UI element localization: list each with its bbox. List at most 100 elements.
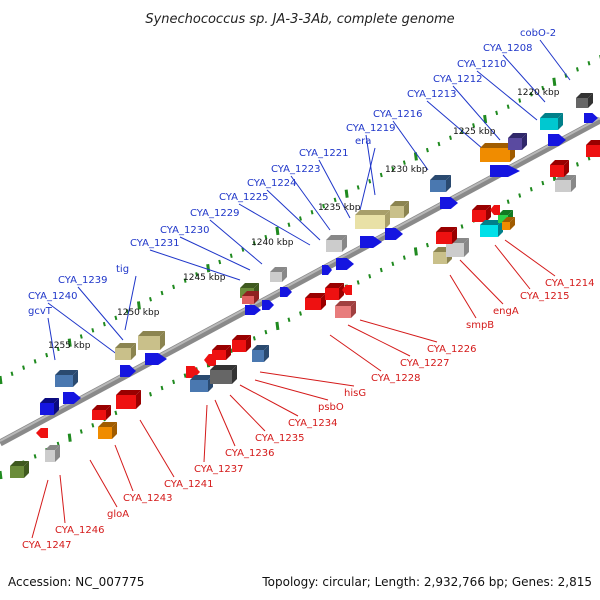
label-connector xyxy=(209,219,263,265)
tick-mark xyxy=(356,185,360,190)
tick-mark xyxy=(33,454,37,459)
gene-box xyxy=(480,143,515,162)
gene-arrow xyxy=(145,353,167,365)
tick-mark xyxy=(413,152,418,161)
label-connector xyxy=(266,189,321,241)
gene-label-bottom: smpB xyxy=(466,320,494,331)
gene-features xyxy=(10,93,600,478)
label-connector xyxy=(77,286,124,341)
label-connector xyxy=(179,236,251,271)
label-connector xyxy=(59,474,66,524)
tick-mark xyxy=(10,371,14,377)
scale-label: 1225 kbp xyxy=(453,127,496,137)
gene-box xyxy=(40,398,59,415)
tick-mark xyxy=(241,247,245,252)
scale-label: 1245 kbp xyxy=(183,273,226,283)
tick-mark xyxy=(391,261,395,267)
tick-mark xyxy=(56,346,60,352)
tick-mark xyxy=(391,166,395,172)
label-connector xyxy=(449,274,477,319)
tick-mark xyxy=(172,379,176,385)
tick-mark xyxy=(310,210,314,215)
scale-label: 1240 kbp xyxy=(251,238,294,248)
gene-arrow xyxy=(490,205,500,215)
tick-mark xyxy=(518,98,522,103)
label-connector xyxy=(259,371,355,387)
gene-box xyxy=(472,205,491,222)
gene-label-top: CYA_1240 xyxy=(28,291,77,302)
gene-arrow xyxy=(440,197,458,209)
scale-label: 1250 kbp xyxy=(117,308,160,318)
gene-label-top: CYA_1219 xyxy=(346,123,395,134)
tick-mark xyxy=(160,385,164,391)
tick-mark xyxy=(195,272,199,277)
gene-box xyxy=(98,422,117,439)
tick-mark xyxy=(0,375,3,385)
gene-box xyxy=(232,335,251,352)
tick-mark xyxy=(91,423,95,428)
label-connector xyxy=(89,459,118,508)
tick-mark xyxy=(206,264,211,273)
label-connector xyxy=(359,147,376,211)
gene-arrow xyxy=(120,365,136,377)
tick-mark xyxy=(506,104,510,109)
tick-mark xyxy=(449,135,452,140)
scale-label: 1230 kbp xyxy=(385,165,428,175)
gene-label-top: CYA_1210 xyxy=(457,59,506,70)
tick-mark xyxy=(529,92,533,97)
gene-arrow xyxy=(322,265,332,275)
tick-mark xyxy=(402,160,406,165)
gene-label-top: CYA_1213 xyxy=(407,89,456,100)
tick-mark xyxy=(149,392,152,397)
tick-mark xyxy=(136,301,141,310)
tick-mark xyxy=(218,259,222,265)
gene-box xyxy=(252,345,269,362)
gene-arrow xyxy=(584,113,598,123)
gene-arrow xyxy=(245,305,261,315)
label-connector xyxy=(392,120,429,171)
label-connector xyxy=(290,175,331,231)
gene-label-top: CYA_1212 xyxy=(433,74,482,85)
gene-label-top: CYA_1225 xyxy=(219,192,268,203)
tick-mark xyxy=(518,193,522,198)
tick-mark xyxy=(102,321,106,327)
gene-label-top: era xyxy=(355,136,371,147)
gene-box xyxy=(355,210,390,229)
gene-label-top: CYA_1208 xyxy=(483,43,532,54)
tick-mark xyxy=(275,226,280,236)
label-connector xyxy=(149,249,241,281)
gene-label-top: cobO-2 xyxy=(520,28,556,39)
tick-mark xyxy=(529,187,533,192)
tick-mark xyxy=(114,410,118,416)
gene-label-bottom: CYA_1227 xyxy=(400,358,449,369)
tick-mark xyxy=(183,373,187,378)
label-connector xyxy=(114,444,134,492)
tick-mark xyxy=(79,429,83,434)
gene-label-bottom: CYA_1226 xyxy=(427,344,476,355)
tick-mark xyxy=(264,234,268,240)
tick-mark xyxy=(125,309,129,314)
tick-mark xyxy=(0,470,3,480)
gene-box xyxy=(55,370,78,387)
label-connector xyxy=(239,384,299,417)
tick-mark xyxy=(472,123,476,128)
gene-label-bottom: CYA_1243 xyxy=(123,493,172,504)
tick-mark xyxy=(552,77,557,87)
tick-rows xyxy=(0,55,600,480)
gene-box xyxy=(210,365,237,384)
tick-mark xyxy=(67,433,72,442)
gene-arrow xyxy=(280,287,292,297)
gene-arrow xyxy=(36,428,48,438)
label-connector xyxy=(203,404,208,463)
gene-label-top: CYA_1231 xyxy=(130,238,179,249)
gene-box xyxy=(390,201,409,218)
tick-mark xyxy=(45,352,49,358)
tick-mark xyxy=(495,110,499,116)
gene-label-top: CYA_1223 xyxy=(271,164,320,175)
tick-mark xyxy=(379,267,383,273)
gene-box xyxy=(480,220,503,237)
tick-mark xyxy=(264,329,268,335)
tick-mark xyxy=(368,178,372,184)
gene-box xyxy=(270,267,287,282)
label-connector xyxy=(504,239,556,277)
